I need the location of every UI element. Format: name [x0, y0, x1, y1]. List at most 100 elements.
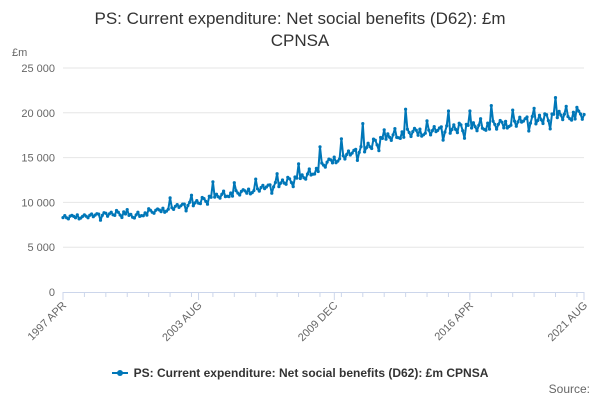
- x-tick-label: 2016 APR: [432, 300, 476, 344]
- data-point: [511, 108, 515, 112]
- data-point: [389, 138, 393, 142]
- data-point: [580, 117, 584, 121]
- data-point: [122, 210, 126, 214]
- data-point: [118, 213, 122, 217]
- data-point: [411, 130, 415, 134]
- data-point: [152, 211, 156, 215]
- data-point: [300, 173, 304, 177]
- data-point: [338, 157, 342, 161]
- data-point: [357, 150, 361, 154]
- data-point: [339, 137, 343, 141]
- data-point: [429, 133, 433, 137]
- data-point: [202, 197, 206, 201]
- chart-title: PS: Current expenditure: Net social bene…: [0, 8, 600, 52]
- data-point: [141, 214, 145, 218]
- data-point: [255, 187, 260, 191]
- x-tick-label: 2003 AUG: [160, 300, 204, 344]
- data-point: [316, 169, 320, 174]
- data-point: [218, 196, 222, 200]
- data-point: [188, 200, 192, 204]
- data-point: [582, 112, 586, 117]
- data-point: [575, 105, 579, 109]
- y-tick-label: 15 000: [21, 153, 55, 165]
- data-point: [489, 104, 493, 108]
- data-point: [484, 128, 488, 132]
- data-point: [73, 216, 78, 220]
- data-point: [479, 117, 483, 121]
- data-point: [364, 146, 368, 150]
- data-point: [136, 210, 140, 214]
- data-point: [400, 130, 404, 134]
- data-point: [418, 127, 422, 131]
- y-tick-label: 5 000: [27, 242, 55, 254]
- data-point: [106, 214, 110, 218]
- data-point: [350, 151, 354, 155]
- data-point: [573, 117, 577, 121]
- credits-source[interactable]: Source:: [548, 382, 590, 396]
- data-point: [516, 120, 520, 124]
- data-point: [232, 181, 236, 185]
- data-point: [468, 109, 472, 113]
- data-point: [213, 195, 217, 199]
- data-point: [204, 199, 208, 203]
- data-point: [462, 136, 467, 140]
- data-point: [175, 203, 179, 207]
- data-point: [537, 113, 542, 117]
- data-point: [355, 158, 359, 162]
- data-point: [439, 125, 443, 129]
- data-point: [109, 210, 113, 214]
- data-point: [318, 145, 322, 149]
- data-point: [359, 145, 363, 149]
- data-point: [577, 109, 581, 113]
- data-point: [330, 161, 335, 165]
- data-point: [229, 191, 233, 195]
- data-point: [366, 141, 370, 145]
- data-point: [361, 122, 365, 126]
- data-point: [373, 138, 377, 142]
- data-point: [509, 123, 513, 127]
- data-point: [555, 116, 559, 120]
- data-point: [270, 191, 274, 195]
- data-point: [471, 121, 475, 125]
- data-point: [553, 96, 558, 100]
- data-point: [487, 127, 492, 131]
- data-point: [502, 126, 506, 130]
- data-point: [398, 136, 402, 140]
- data-point: [561, 118, 565, 122]
- data-point: [534, 122, 538, 126]
- data-point: [97, 212, 101, 216]
- data-point: [552, 112, 556, 116]
- data-point: [209, 195, 213, 199]
- data-point: [461, 129, 465, 133]
- data-point: [477, 123, 481, 127]
- data-point: [252, 189, 256, 193]
- data-point: [257, 189, 261, 193]
- data-point: [120, 215, 124, 220]
- data-point: [341, 154, 345, 158]
- data-point: [496, 122, 500, 126]
- data-point: [191, 204, 195, 208]
- data-point: [473, 125, 477, 129]
- data-point: [238, 193, 242, 197]
- data-point: [518, 115, 522, 119]
- data-point: [66, 217, 70, 221]
- data-point: [113, 213, 117, 217]
- data-point: [377, 149, 381, 153]
- data-point: [528, 121, 533, 125]
- data-point: [222, 189, 226, 193]
- y-axis-label: £m: [12, 47, 27, 59]
- data-point: [205, 202, 210, 206]
- data-point: [189, 193, 194, 197]
- data-point: [234, 189, 238, 193]
- y-tick-label: 10 000: [21, 197, 55, 209]
- data-point: [220, 192, 224, 196]
- data-point: [441, 138, 445, 142]
- series-line: [62, 96, 586, 222]
- y-tick-label: 0: [49, 287, 55, 299]
- data-point: [427, 128, 431, 132]
- data-point: [454, 127, 458, 131]
- data-point: [168, 196, 172, 200]
- data-point: [443, 130, 447, 134]
- legend[interactable]: PS: Current expenditure: Net social bene…: [0, 366, 600, 380]
- data-point: [125, 208, 129, 212]
